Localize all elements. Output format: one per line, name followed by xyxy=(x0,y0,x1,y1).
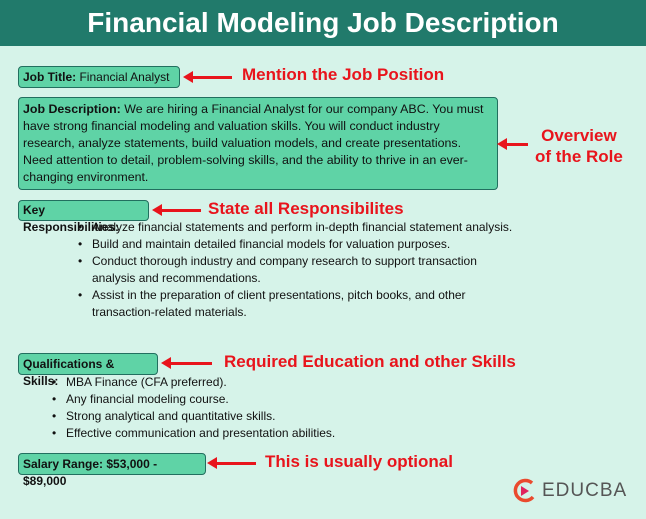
list-item: Effective communication and presentation… xyxy=(52,425,452,442)
description-note: Overview of the Role xyxy=(535,125,623,167)
job-description-label: Job Description: xyxy=(23,102,121,116)
job-title-value: Financial Analyst xyxy=(79,70,170,84)
list-item: Analyze financial statements and perform… xyxy=(78,219,518,236)
job-title-box: Job Title: Financial Analyst xyxy=(18,66,180,88)
job-description-box: Job Description: We are hiring a Financi… xyxy=(18,97,498,190)
arrow-left-icon xyxy=(161,357,212,369)
qualifications-list: MBA Finance (CFA preferred). Any financi… xyxy=(52,374,452,442)
list-item: Conduct thorough industry and company re… xyxy=(78,253,518,287)
responsibilities-list: Analyze financial statements and perform… xyxy=(78,219,518,321)
job-description-value: We are hiring a Financial Analyst for ou… xyxy=(23,102,484,184)
qualifications-box: Qualifications & Skills: xyxy=(18,353,158,388)
qualifications-label: Qualifications & Skills: xyxy=(23,357,115,388)
page-title: Financial Modeling Job Description xyxy=(0,0,646,46)
list-item: Build and maintain detailed financial mo… xyxy=(78,236,518,253)
salary-label: Salary Range: $53,000 - $89,000 xyxy=(23,457,158,488)
list-item: Any financial modeling course. xyxy=(52,391,452,408)
educba-logo-icon xyxy=(513,478,535,503)
salary-box: Salary Range: $53,000 - $89,000 xyxy=(18,453,206,488)
salary-note: This is usually optional xyxy=(265,452,453,471)
description-note-line: Overview xyxy=(541,126,617,145)
key-responsibilities-box: Key Responsibilities: xyxy=(18,200,149,234)
educba-logo: EDUCBA xyxy=(512,478,627,504)
responsibilities-note: State all Responsibilites xyxy=(208,199,404,218)
logo-text: EDUCBA xyxy=(542,480,628,501)
list-item: Assist in the preparation of client pres… xyxy=(78,287,518,321)
arrow-left-icon xyxy=(207,457,256,469)
arrow-left-icon xyxy=(183,71,232,83)
arrow-left-icon xyxy=(497,138,528,150)
job-title-label: Job Title: xyxy=(23,70,77,84)
arrow-left-icon xyxy=(152,204,201,216)
job-title-note: Mention the Job Position xyxy=(242,65,445,84)
description-note-line: of the Role xyxy=(535,147,623,166)
list-item: MBA Finance (CFA preferred). xyxy=(52,374,452,391)
list-item: Strong analytical and quantitative skill… xyxy=(52,408,452,425)
qualifications-note: Required Education and other Skills xyxy=(224,352,516,371)
